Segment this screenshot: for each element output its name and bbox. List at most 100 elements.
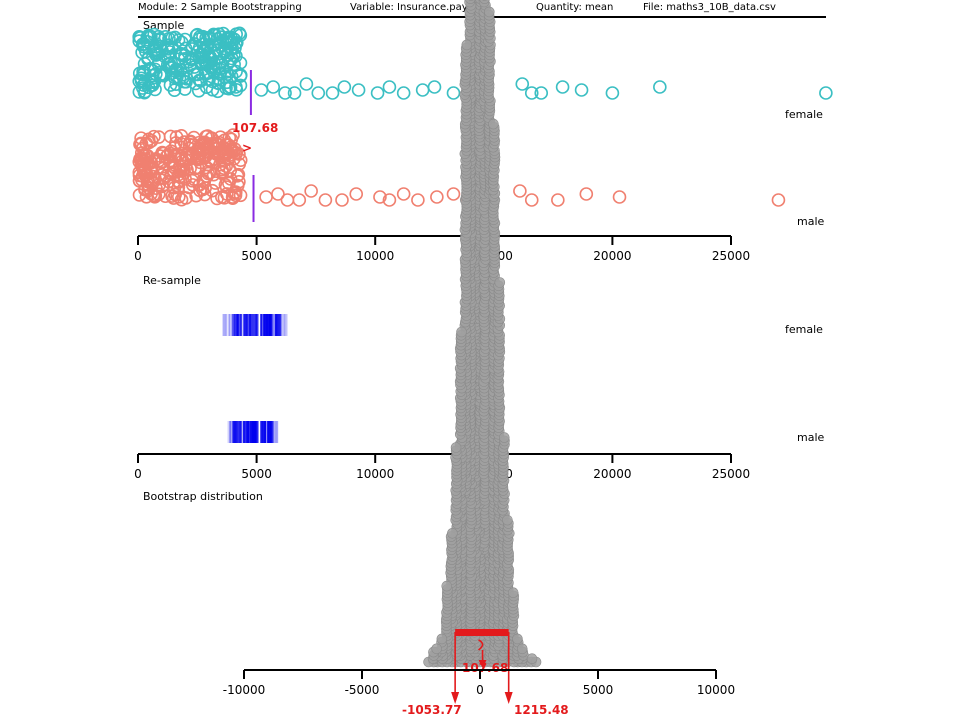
female-sample-point — [132, 34, 147, 48]
male-sample-point — [223, 163, 238, 178]
female-sample-point — [206, 27, 221, 42]
male-resample-mark — [276, 421, 279, 443]
bootstrap-point — [494, 277, 506, 288]
female-sample-point — [299, 77, 314, 91]
male-sample-point — [292, 193, 307, 207]
female-resample-mark — [255, 314, 258, 336]
female-sample-point — [415, 83, 430, 97]
male-resample-mark — [264, 421, 267, 443]
ci-lower-label: -1053.77 — [402, 703, 462, 717]
female-sample-point — [534, 86, 549, 100]
male-resample-mark — [229, 421, 232, 443]
ci-upper-arrowhead — [504, 692, 513, 704]
female-resample-mark — [231, 314, 234, 336]
male-sample-point — [154, 155, 169, 170]
female-sample-point — [266, 80, 281, 94]
female-sample-point — [202, 72, 216, 87]
male-resample-mark — [251, 421, 254, 443]
observed-arrowhead — [478, 660, 487, 668]
male-resample-mark — [275, 421, 278, 443]
male-sample-point — [349, 187, 364, 201]
female-sample-point — [143, 61, 157, 76]
female-sample-point — [370, 86, 385, 100]
female-sample-point — [311, 86, 326, 100]
female-resample-mark — [251, 314, 254, 336]
sample-male-label: male — [797, 215, 825, 228]
female-sample-point — [278, 86, 292, 100]
male-sample-point — [132, 174, 147, 188]
female-sample-point — [213, 35, 228, 49]
male-sample-point — [579, 187, 594, 201]
female-resample-mark — [232, 314, 235, 336]
female-resample-mark — [282, 314, 285, 336]
female-resample-mark — [246, 314, 249, 336]
male-resample-mark — [247, 421, 250, 443]
male-sample-point — [612, 190, 627, 204]
tick-label: 10000 — [356, 249, 394, 263]
female-resample-mark — [228, 314, 231, 336]
male-resample-mark — [255, 421, 258, 443]
female-resample-mark — [224, 314, 227, 336]
resample-bands — [222, 314, 288, 443]
male-sample-point — [259, 190, 273, 204]
ci-upper-label: 1215.48 — [514, 703, 569, 717]
female-sample-point — [605, 86, 620, 100]
female-sample-point — [169, 77, 183, 91]
male-resample-mark — [244, 421, 247, 443]
male-resample-mark — [270, 421, 273, 443]
bootstrap-point — [483, 6, 495, 18]
male-sample-point — [140, 155, 155, 170]
male-sample-point — [335, 193, 349, 207]
male-resample-mark — [228, 421, 231, 443]
female-resample-mark — [242, 314, 245, 336]
female-sample-point — [212, 62, 227, 76]
female-resample-mark — [280, 314, 283, 336]
male-sample-point — [151, 187, 166, 201]
male-sample-point — [446, 187, 461, 201]
male-sample-point — [551, 193, 565, 207]
female-sample-point — [233, 56, 248, 70]
tick-label: 0 — [134, 249, 142, 263]
female-sample-point — [653, 80, 667, 94]
female-resample-mark — [285, 314, 288, 336]
male-resample-mark — [274, 421, 277, 443]
female-resample-mark — [237, 314, 240, 336]
male-sample-point — [193, 155, 208, 170]
male-resample-mark — [256, 421, 259, 443]
female-sample-point — [153, 68, 167, 82]
tick-label: 5000 — [583, 683, 614, 697]
male-sample-point — [152, 172, 167, 186]
sample-male-points — [132, 128, 786, 207]
tick-label: 20000 — [593, 249, 631, 263]
bootstrap-point — [436, 633, 448, 645]
female-resample-mark — [222, 314, 225, 336]
female-resample-mark — [280, 314, 283, 336]
bootstrap-x-axis: -10000 -5000 0 5000 10000 — [223, 669, 735, 697]
male-sample-point — [411, 193, 425, 207]
male-sample-point — [165, 189, 179, 203]
female-sample-point — [206, 38, 220, 52]
female-sample-point — [190, 27, 205, 42]
male-sample-point — [215, 164, 230, 179]
male-resample-mark — [230, 421, 233, 443]
male-sample-point — [224, 142, 239, 157]
female-sample-point — [382, 80, 397, 94]
female-resample-mark — [227, 314, 230, 336]
female-resample-mark — [278, 314, 281, 336]
male-sample-point — [231, 167, 246, 182]
male-resample-mark — [253, 421, 256, 443]
tick-label: 25000 — [712, 249, 750, 263]
male-resample-mark — [250, 421, 253, 443]
female-resample-mark — [234, 314, 237, 336]
bootstrap-observed-label: 107.68 — [462, 661, 508, 675]
resample-female-label: female — [785, 323, 823, 336]
bootstrap-point — [447, 527, 458, 539]
male-resample-mark — [232, 421, 235, 443]
male-resample-mark — [275, 421, 278, 443]
bootstrap-point — [526, 653, 538, 665]
female-resample-mark — [283, 314, 286, 336]
male-sample-point — [271, 187, 285, 201]
female-sample-point — [287, 86, 302, 100]
female-sample-point — [515, 77, 530, 91]
